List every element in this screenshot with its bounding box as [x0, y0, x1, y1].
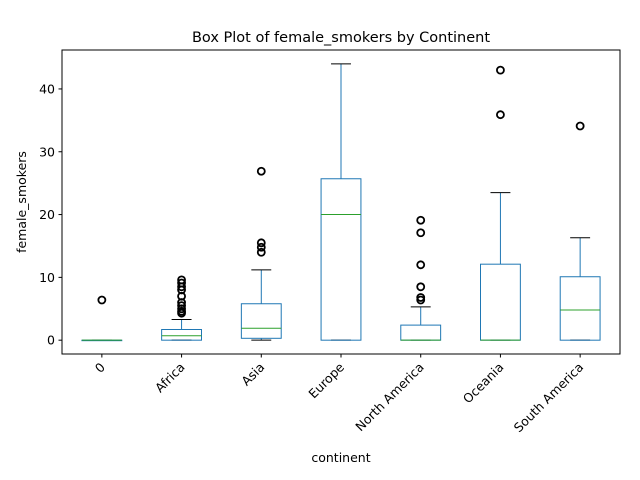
- outlier-point: [416, 293, 426, 302]
- x-axis: 0 Africa Asia Europe North America Oceania Sou…: [92, 354, 587, 436]
- outlier-point: [496, 65, 505, 75]
- y-tick-label: 20: [39, 207, 55, 222]
- x-tick-label: 0: [92, 359, 108, 375]
- y-tick-label: 40: [39, 81, 55, 96]
- box-group: [81, 295, 123, 342]
- y-tick-label: 0: [47, 333, 55, 348]
- outlier-point: [575, 121, 585, 131]
- box-group: [400, 215, 442, 341]
- outlier-point: [416, 282, 426, 292]
- box-group: [320, 63, 362, 341]
- outlier-point: [496, 110, 505, 120]
- box: [320, 178, 362, 341]
- outlier-point: [416, 215, 426, 225]
- x-axis-label: continent: [311, 450, 370, 465]
- box: [161, 329, 202, 341]
- x-tick-label: Africa: [152, 360, 188, 396]
- outlier-point: [416, 228, 426, 238]
- x-tick-label: Europe: [305, 359, 347, 401]
- box-group: [161, 275, 202, 341]
- outlier-point: [256, 238, 266, 248]
- box: [559, 276, 601, 341]
- box: [480, 263, 521, 341]
- outlier-point: [177, 278, 186, 288]
- x-tick-label: South America: [511, 360, 587, 436]
- box: [240, 303, 282, 339]
- outlier-point: [256, 247, 266, 257]
- x-tick-label: North America: [352, 360, 427, 435]
- box-group: [240, 166, 282, 341]
- plot-area: [81, 63, 601, 342]
- x-tick-label: Oceania: [460, 360, 507, 407]
- outlier-point: [177, 301, 186, 311]
- box-group: [480, 65, 521, 341]
- outlier-point: [256, 166, 266, 176]
- y-axis-label: female_smokers: [14, 151, 29, 253]
- x-tick-label: Asia: [238, 360, 267, 389]
- y-tick-label: 30: [39, 144, 55, 159]
- y-tick-label: 10: [39, 270, 55, 285]
- y-axis: 0 10 20 30 40: [39, 81, 62, 348]
- outlier-point: [97, 295, 107, 305]
- box: [400, 324, 442, 341]
- chart-title: Box Plot of female_smokers by Continent: [192, 30, 490, 46]
- box-group: [559, 121, 601, 341]
- outlier-point: [416, 260, 426, 270]
- outlier-point: [177, 275, 186, 285]
- outlier-point: [256, 242, 266, 252]
